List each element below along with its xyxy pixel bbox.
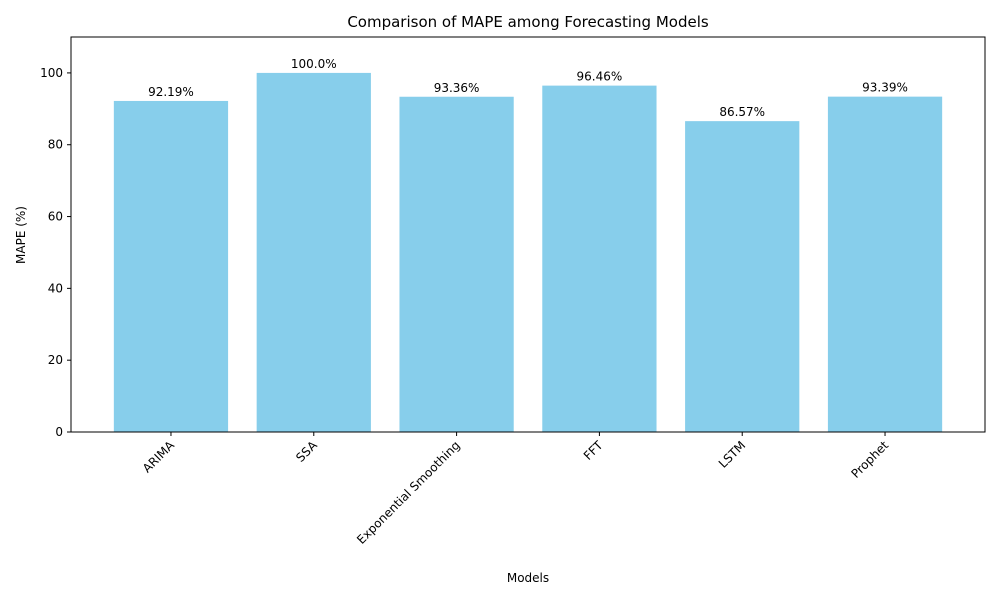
- bar-arima: [113, 100, 229, 432]
- y-tick-label: 60: [48, 210, 63, 224]
- bar-lstm: [685, 121, 800, 432]
- plot-area: 92.19% ARIMA 100.0% SSA 93.36% Exponential Sm…: [40, 36, 986, 547]
- y-tick-label: 20: [48, 353, 63, 367]
- plot-frame: [70, 36, 986, 433]
- x-axis-label: Models: [507, 571, 549, 585]
- x-tick-label: FFT: [581, 438, 606, 463]
- chart-title: Comparison of MAPE among Forecasting Mod…: [347, 13, 709, 31]
- x-tick-label: LSTM: [716, 438, 749, 471]
- y-tick-label: 100: [40, 66, 63, 80]
- data-label: 93.36%: [434, 81, 480, 95]
- x-tick-label: SSA: [293, 438, 320, 465]
- y-tick-label: 40: [48, 281, 63, 295]
- bar-prophet: [827, 96, 943, 432]
- bar-fft: [542, 85, 657, 433]
- y-tick-label: 80: [48, 138, 63, 152]
- x-tick-label: Exponential Smoothing: [354, 438, 463, 547]
- data-label: 100.0%: [291, 57, 337, 71]
- data-label: 93.39%: [862, 81, 908, 95]
- data-label: 92.19%: [148, 85, 194, 99]
- data-label: 96.46%: [577, 70, 623, 84]
- y-axis-label: MAPE (%): [14, 206, 28, 264]
- x-tick-label: ARIMA: [140, 438, 178, 476]
- x-tick-label: Prophet: [848, 438, 891, 481]
- y-tick-label: 0: [55, 425, 63, 439]
- data-label: 86.57%: [719, 105, 765, 119]
- bar-exponential-smoothing: [399, 96, 514, 432]
- bar-ssa: [256, 72, 371, 432]
